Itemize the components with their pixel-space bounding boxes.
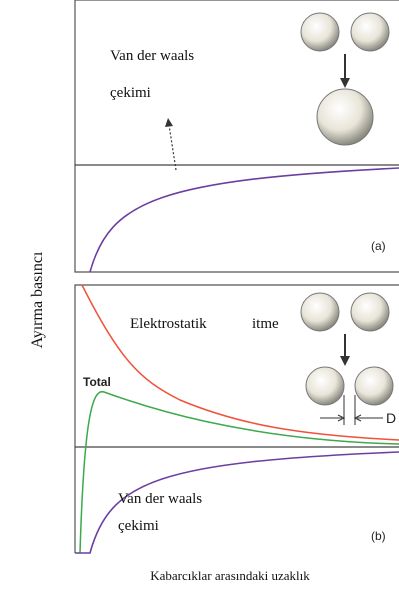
label: Total — [83, 375, 111, 389]
panel-label: (b) — [371, 529, 386, 543]
label: itme — [252, 316, 279, 332]
pointer — [169, 125, 176, 170]
panel-b: Elektrostatik itme Total D Van der waals… — [75, 285, 399, 553]
pointer-head — [165, 118, 173, 127]
bubble — [317, 89, 373, 145]
label: Van der waals — [118, 491, 202, 507]
label: D — [386, 410, 396, 426]
label: Elektrostatik — [130, 316, 207, 332]
arrow-head — [340, 356, 350, 366]
label: Van der waals — [110, 48, 194, 64]
x-axis-label: Kabarcıklar arasındaki uzaklık — [150, 568, 310, 583]
bubble — [351, 293, 389, 331]
label: çekimi — [118, 518, 159, 534]
bubble — [301, 13, 339, 51]
bubble — [351, 13, 389, 51]
arrow-head — [340, 78, 350, 88]
bubble — [301, 293, 339, 331]
gap-arrow — [355, 415, 383, 421]
vdw-curve — [90, 168, 399, 272]
y-axis-label: Ayırma basıncı — [29, 251, 46, 348]
label: çekimi — [110, 85, 151, 101]
panel-a: Van der waals çekimi (a) — [75, 0, 399, 272]
gap-arrow — [320, 415, 344, 421]
panel-label: (a) — [371, 239, 386, 253]
diagram: Van der waals çekimi (a) Elektrostatik i… — [0, 0, 399, 592]
bubble — [306, 367, 344, 405]
bubble — [355, 367, 393, 405]
